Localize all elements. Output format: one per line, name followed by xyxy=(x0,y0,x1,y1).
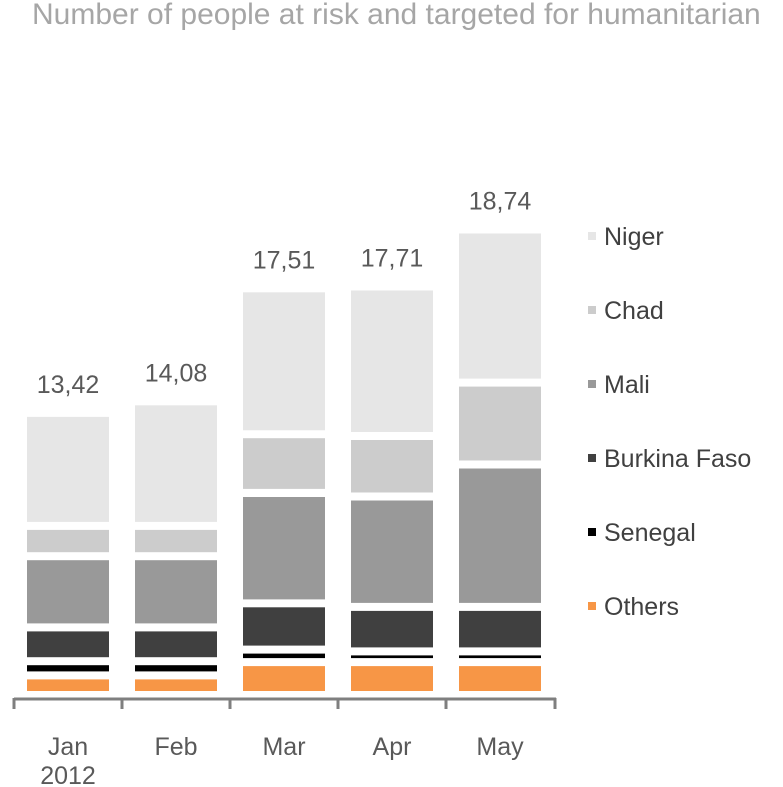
bar-burkina-faso-2 xyxy=(243,607,325,646)
bar-burkina-faso-3 xyxy=(351,610,433,648)
chart-title: Number of people at risk and targeted fo… xyxy=(32,0,761,31)
bar-senegal-1 xyxy=(135,665,217,672)
bar-chad-4 xyxy=(459,386,541,461)
legend-swatch-others xyxy=(588,602,596,610)
bar-mali-4 xyxy=(459,468,541,603)
bar-others-1 xyxy=(135,679,217,691)
bar-others-2 xyxy=(243,666,325,691)
bar-mali-3 xyxy=(351,500,433,603)
bar-senegal-3 xyxy=(351,655,433,659)
bar-senegal-4 xyxy=(459,655,541,659)
legend-swatch-niger xyxy=(588,232,596,240)
bar-niger-4 xyxy=(459,233,541,379)
bar-burkina-faso-0 xyxy=(27,631,109,658)
legend-swatch-senegal xyxy=(588,528,596,536)
x-tick-label-2: Mar xyxy=(262,733,305,761)
bar-mali-0 xyxy=(27,560,109,624)
legend-swatch-mali xyxy=(588,380,596,388)
x-axis: Jan 2012 Feb Mar Apr May xyxy=(12,697,557,787)
bar-niger-3 xyxy=(351,290,433,432)
bar-burkina-faso-4 xyxy=(459,610,541,648)
legend-label-mali: Mali xyxy=(604,371,650,399)
bars-layer xyxy=(27,233,541,691)
total-label-0: 13,42 xyxy=(37,371,100,399)
bar-others-4 xyxy=(459,666,541,691)
legend-label-burkina-faso: Burkina Faso xyxy=(604,445,751,473)
bar-chad-3 xyxy=(351,440,433,493)
bar-chad-0 xyxy=(27,529,109,553)
bar-mali-1 xyxy=(135,560,217,624)
total-label-4: 18,74 xyxy=(469,188,532,216)
x-tick-label-4: May xyxy=(476,733,524,761)
legend-label-chad: Chad xyxy=(604,297,664,325)
bar-niger-1 xyxy=(135,405,217,522)
bar-chad-2 xyxy=(243,438,325,489)
legend-label-senegal: Senegal xyxy=(604,519,696,547)
totals-layer: 13,42 14,08 17,51 17,71 18,74 xyxy=(37,188,532,399)
legend-label-niger: Niger xyxy=(604,223,664,251)
bar-senegal-2 xyxy=(243,653,325,659)
x-tick-label-0: Jan 2012 xyxy=(40,733,96,787)
total-label-2: 17,51 xyxy=(253,246,316,274)
x-tick-label-3: Apr xyxy=(373,733,412,761)
total-label-3: 17,71 xyxy=(361,245,424,273)
legend-swatch-burkina-faso xyxy=(588,454,596,462)
x-tick-label-1: Feb xyxy=(154,733,197,761)
bar-others-0 xyxy=(27,679,109,691)
legend-label-others: Others xyxy=(604,593,679,621)
bar-senegal-0 xyxy=(27,665,109,672)
legend: Niger Chad Mali Burkina Faso Senegal Others xyxy=(588,223,751,621)
bar-others-3 xyxy=(351,666,433,691)
total-label-1: 14,08 xyxy=(145,359,208,387)
bar-niger-2 xyxy=(243,292,325,431)
bar-mali-2 xyxy=(243,497,325,600)
legend-swatch-chad xyxy=(588,306,596,314)
bar-niger-0 xyxy=(27,416,109,522)
bar-burkina-faso-1 xyxy=(135,631,217,658)
bar-chad-1 xyxy=(135,529,217,553)
